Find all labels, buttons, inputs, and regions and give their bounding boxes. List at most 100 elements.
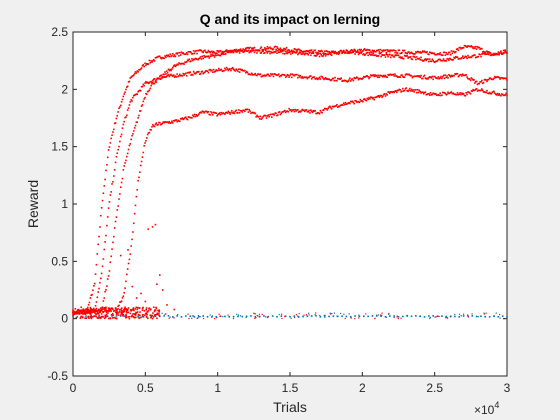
series-1-point [130, 76, 132, 78]
baseline-point [158, 315, 161, 317]
series-1-point [465, 45, 468, 48]
series-1-point [109, 142, 112, 144]
series-2-point [335, 79, 337, 82]
series-5-point [271, 315, 274, 317]
series-3-point [489, 54, 492, 57]
series-4-point [347, 102, 349, 104]
series-4-point [362, 100, 364, 103]
series-2-point [462, 74, 465, 77]
series-4-point [440, 94, 442, 97]
series-2-point [384, 74, 387, 77]
series-1-point [360, 48, 362, 51]
series-3-point [107, 275, 110, 277]
series-3-point [245, 50, 248, 52]
series-4-point [82, 310, 85, 312]
series-4-point [146, 133, 149, 136]
series-1-point [400, 52, 402, 55]
series-3-point [393, 56, 395, 58]
series-2-point [237, 68, 240, 70]
series-2-point [165, 75, 168, 78]
series-4-point [74, 311, 77, 313]
series-3-point [357, 53, 360, 56]
baseline-point [80, 315, 82, 318]
series-1-point [75, 310, 78, 313]
series-1-point [231, 49, 234, 52]
series-4-point [234, 110, 237, 113]
series-3-point [304, 52, 307, 55]
series-1-point [81, 309, 84, 311]
series-2-point [302, 77, 304, 79]
series-3-point [369, 54, 372, 56]
baseline-point [103, 317, 106, 320]
series-4-point [251, 111, 254, 114]
series-5-point [89, 315, 92, 318]
series-4-point [130, 245, 132, 247]
series-2-point [219, 69, 222, 71]
baseline-point [324, 314, 326, 317]
series-1-point [128, 80, 131, 83]
baseline-point [108, 310, 111, 312]
series-3-point [315, 55, 317, 57]
series-3-point [159, 74, 162, 77]
series-1-point [298, 49, 301, 51]
series-5-point [141, 315, 144, 318]
series-2-point [383, 75, 386, 78]
series-3-point [398, 56, 401, 59]
series-2-point [247, 73, 250, 76]
series-1-point [143, 65, 145, 68]
series-2-point [373, 75, 375, 78]
series-4-point [394, 90, 396, 92]
series-3-point [488, 52, 491, 54]
series-1-point [290, 50, 292, 53]
series-3-point [267, 50, 270, 53]
series-4-point [97, 309, 99, 312]
series-2-point [127, 107, 130, 109]
series-1-point [425, 51, 428, 54]
series-4-point [273, 114, 276, 116]
series-2-point [348, 79, 350, 81]
baseline-point [146, 314, 148, 316]
series-3-point [152, 81, 154, 84]
series-3-point [425, 59, 428, 62]
series-4-point [446, 93, 448, 95]
series-1-point [103, 185, 106, 187]
baseline-point [94, 308, 96, 311]
series-1-point [182, 52, 185, 54]
series-4-point [299, 111, 302, 113]
series-4-point [356, 101, 358, 103]
series-1-point [183, 53, 185, 55]
series-1-point [267, 47, 270, 50]
series-1-point [167, 54, 170, 57]
series-2-point [150, 80, 152, 83]
series-4-point [261, 117, 264, 119]
series-4-point [182, 118, 185, 121]
series-1-point [119, 104, 122, 107]
series-1-point [329, 51, 332, 54]
baseline-point [155, 313, 158, 316]
series-4-point [162, 121, 165, 123]
series-5-point [449, 315, 452, 318]
series-4-point [151, 126, 153, 128]
series-3-point [481, 52, 484, 55]
series-1-point [366, 48, 369, 51]
series-1-point [178, 55, 180, 57]
series-3-point [83, 309, 86, 312]
series-1-point [260, 46, 263, 48]
series-5-point [471, 315, 474, 317]
series-2-point [268, 75, 270, 77]
series-1-point [112, 131, 114, 133]
series-2-point [241, 68, 244, 71]
series-2-point [382, 74, 385, 77]
series-3-point [233, 49, 236, 52]
series-4-point [300, 110, 303, 112]
series-4-point [463, 94, 466, 97]
series-2-point [98, 287, 100, 290]
series-2-point [377, 74, 380, 77]
series-1-point [215, 52, 218, 54]
series-3-point [128, 144, 131, 147]
baseline-point [158, 314, 160, 316]
series-2-point [223, 69, 225, 72]
series-2-point [114, 161, 117, 164]
series-2-point [246, 71, 249, 74]
series-3-point [481, 53, 483, 55]
